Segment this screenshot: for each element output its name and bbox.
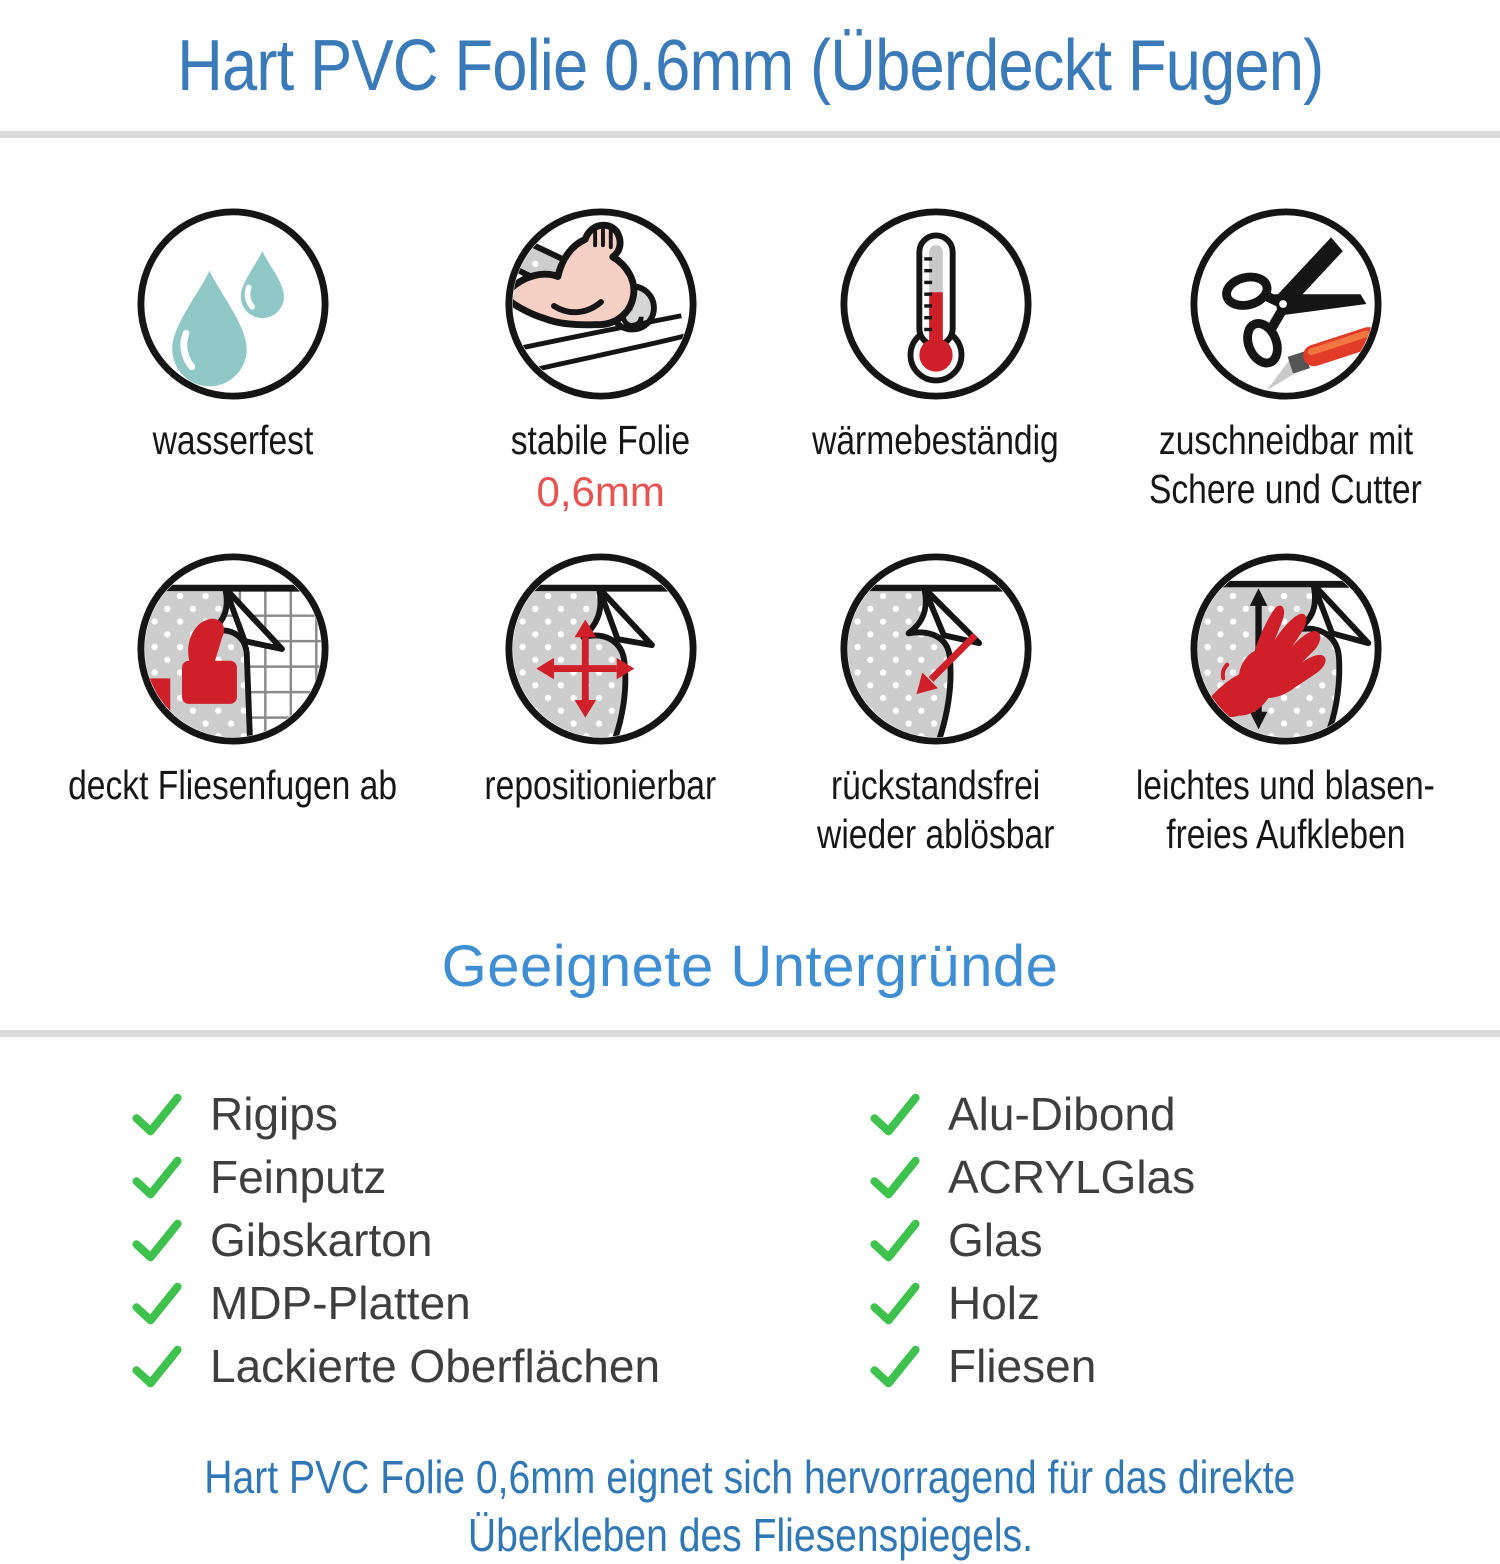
check-icon [132, 1282, 182, 1325]
check-icon [132, 1093, 182, 1136]
substrates-column-left: Rigips Feinputz Gibskarton MDP-Platten L… [0, 1088, 750, 1404]
feature-sublabel-thickness: 0,6mm [536, 468, 665, 515]
substrate-item: Glas [868, 1214, 1500, 1266]
check-icon [870, 1282, 920, 1325]
header: Hart PVC Folie 0.6mm (Überdeckt Fugen) [0, 0, 1500, 131]
move-arrows-foil-icon [503, 551, 699, 747]
divider-bar-top [0, 131, 1500, 138]
substrate-label: Glas [948, 1214, 1043, 1266]
substrate-label: Alu-Dibond [948, 1088, 1176, 1140]
substrate-item: Alu-Dibond [868, 1088, 1500, 1140]
feature-label: deckt Fliesenfugen ab [68, 762, 398, 808]
substrate-label: Gibskarton [210, 1214, 433, 1266]
check-icon [132, 1219, 182, 1262]
substrate-label: Fliesen [948, 1340, 1097, 1392]
check-icon [132, 1345, 182, 1388]
footer-note: Hart PVC Folie 0,6mm eignet sich hervorr… [0, 1448, 1500, 1564]
page-title: Hart PVC Folie 0.6mm (Überdeckt Fugen) [176, 25, 1324, 106]
check-icon [870, 1345, 920, 1388]
footer-line-2: Überkleben des Fliesenspiegels. [467, 1509, 1033, 1561]
thermometer-icon [838, 206, 1034, 402]
thumb-up-tile-icon [135, 551, 331, 747]
muscle-arm-foil-icon [503, 206, 699, 402]
feature-stabile-folie: stabile Folie 0,6mm [433, 206, 768, 517]
water-drops-icon [135, 206, 331, 402]
feature-label: stabile Folie [510, 417, 691, 463]
hand-smooth-foil-icon [1188, 551, 1384, 747]
feature-aufkleben: leichtes und blasen- freies Aufkleben [1103, 551, 1468, 859]
substrate-label: Holz [948, 1277, 1041, 1329]
feature-label: wasserfest [152, 417, 313, 463]
substrate-item: Gibskarton [130, 1214, 750, 1266]
peel-arrow-foil-icon [838, 551, 1034, 747]
substrate-label: Rigips [210, 1088, 338, 1140]
substrate-label: Lackierte Oberflächen [210, 1340, 661, 1392]
substrate-item: Holz [868, 1277, 1500, 1329]
features-grid: wasserfest stabile Folie [32, 206, 1468, 859]
substrate-label: MDP-Platten [210, 1277, 471, 1329]
feature-label: wärmebeständig [812, 417, 1060, 463]
feature-label: rückstandsfrei wieder ablösbar [817, 762, 1055, 857]
substrates-list: Rigips Feinputz Gibskarton MDP-Platten L… [0, 1088, 1500, 1404]
feature-waermebestaendig: wärmebeständig [768, 206, 1103, 517]
substrate-item: ACRYLGlas [868, 1151, 1500, 1203]
check-icon [870, 1219, 920, 1262]
substrate-label: Feinputz [210, 1151, 387, 1203]
feature-zuschneidbar: zuschneidbar mit Schere und Cutter [1103, 206, 1468, 517]
substrate-item: MDP-Platten [130, 1277, 750, 1329]
feature-repositionierbar: repositionierbar [433, 551, 768, 859]
substrate-item: Fliesen [868, 1340, 1500, 1392]
section-title: Geeignete Untergründe [441, 934, 1059, 999]
feature-label: repositionierbar [484, 762, 717, 808]
check-icon [870, 1156, 920, 1199]
feature-fliesenfugen: deckt Fliesenfugen ab [32, 551, 433, 859]
substrate-item: Lackierte Oberflächen [130, 1340, 750, 1392]
feature-wasserfest: wasserfest [32, 206, 433, 517]
substrate-label: ACRYLGlas [948, 1151, 1196, 1203]
substrate-item: Rigips [130, 1088, 750, 1140]
scissors-cutter-icon [1188, 206, 1384, 402]
check-icon [870, 1093, 920, 1136]
check-icon [132, 1156, 182, 1199]
substrates-column-right: Alu-Dibond ACRYLGlas Glas Holz Fliesen [750, 1088, 1500, 1404]
divider-bar-middle [0, 1030, 1500, 1037]
substrate-item: Feinputz [130, 1151, 750, 1203]
feature-label: leichtes und blasen- freies Aufkleben [1136, 762, 1436, 857]
footer-line-1: Hart PVC Folie 0,6mm eignet sich hervorr… [204, 1451, 1296, 1503]
feature-label: zuschneidbar mit Schere und Cutter [1149, 417, 1423, 512]
feature-rueckstandsfrei: rückstandsfrei wieder ablösbar [768, 551, 1103, 859]
